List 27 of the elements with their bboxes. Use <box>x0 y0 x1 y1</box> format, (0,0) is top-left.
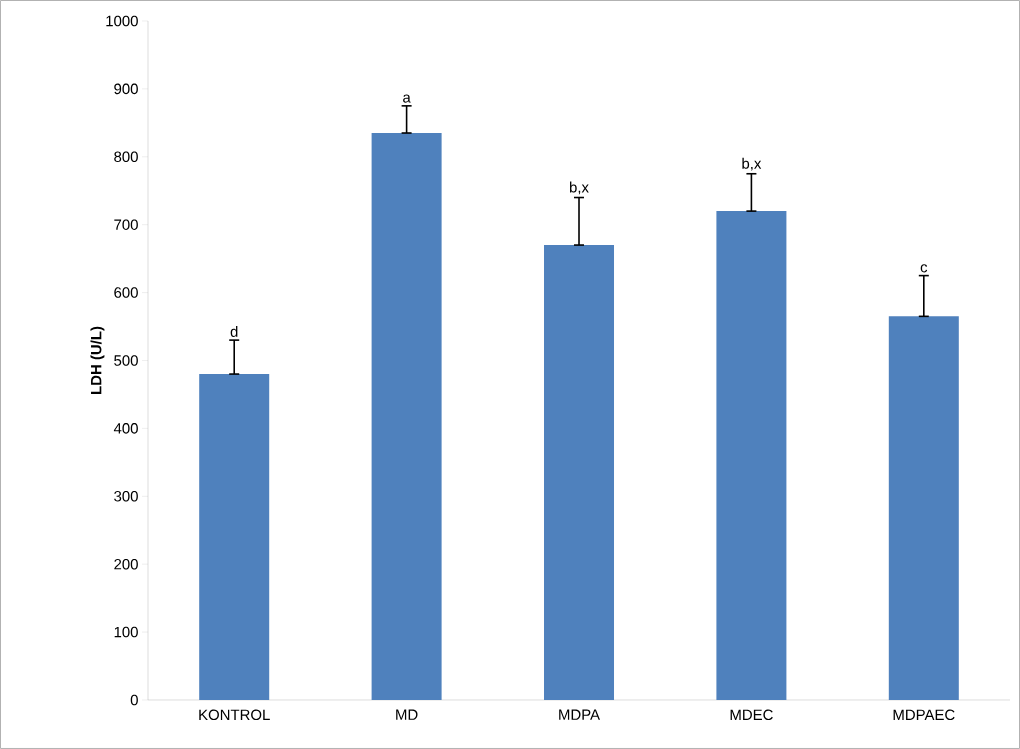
bar <box>544 245 615 700</box>
y-tick-label: 100 <box>114 626 138 638</box>
y-tick-label: 900 <box>114 83 138 95</box>
y-tick-label: 500 <box>114 355 138 366</box>
y-tick-label: 600 <box>114 287 138 298</box>
annotation: d <box>230 325 238 337</box>
x-tick-label: MD <box>396 709 418 720</box>
y-tick-label: 1000 <box>106 15 138 27</box>
annotation: a <box>403 94 411 103</box>
x-tick-label: MDPAEC <box>893 709 955 721</box>
y-tick-label: 200 <box>114 558 138 570</box>
x-tick-label: MDEC <box>730 709 773 721</box>
annotation: c <box>920 264 928 273</box>
annotation: b,x <box>570 181 589 195</box>
y-tick-label: 300 <box>114 490 138 502</box>
annotation: b,x <box>742 157 762 171</box>
bar <box>888 316 959 700</box>
x-tick-label: KONTROL <box>199 709 270 721</box>
bar <box>716 211 787 700</box>
y-axis-title: LDH (U/L) <box>90 326 105 394</box>
y-tick-label: 400 <box>113 423 138 434</box>
bar <box>199 374 270 700</box>
y-tick-label: 0 <box>130 694 138 706</box>
bar <box>371 133 442 700</box>
y-tick-label: 700 <box>114 219 138 230</box>
x-tick-label: MDPA <box>559 709 601 720</box>
y-tick-label: 800 <box>114 151 138 163</box>
